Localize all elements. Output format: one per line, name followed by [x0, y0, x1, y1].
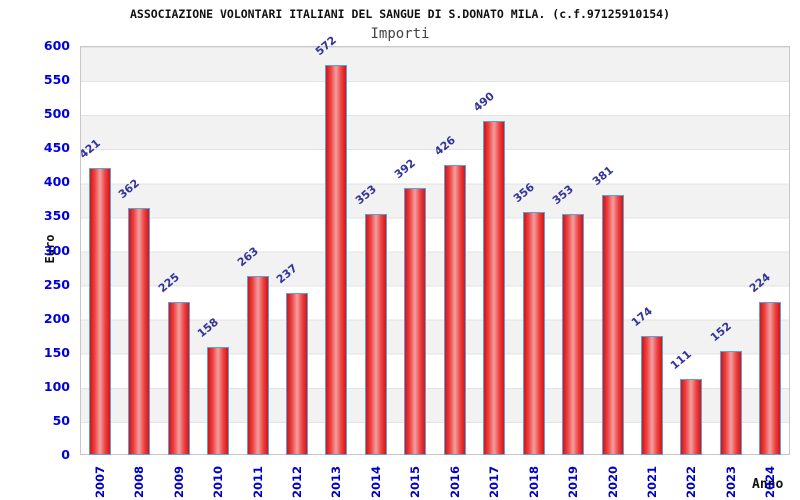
bar	[404, 188, 427, 455]
y-tick-label: 250	[43, 276, 70, 292]
bar	[167, 302, 190, 455]
chart-subtitle: Importi	[370, 26, 430, 42]
x-category-label: 2009	[171, 466, 186, 499]
y-tick-label: 100	[43, 378, 70, 394]
bar	[325, 65, 348, 455]
y-tick-label: 0	[61, 447, 70, 462]
bar	[522, 212, 545, 455]
x-category-label: 2024	[763, 466, 778, 499]
bar	[759, 302, 782, 455]
x-category-label: 2007	[92, 466, 107, 499]
y-tick-label: 350	[43, 208, 70, 224]
x-category-label: 2023	[723, 466, 738, 499]
plot-area	[80, 46, 790, 455]
y-tick-label: 500	[43, 106, 70, 122]
bar	[719, 351, 742, 455]
bar	[364, 214, 387, 455]
bar	[483, 121, 506, 455]
y-tick-label: 400	[43, 174, 70, 190]
x-category-label: 2019	[566, 466, 581, 499]
bar	[601, 195, 624, 455]
chart-title: ASSOCIAZIONE VOLONTARI ITALIANI DEL SANG…	[129, 7, 671, 21]
y-tick-label: 450	[43, 140, 70, 156]
x-category-label: 2010	[211, 466, 226, 499]
x-category-label: 2011	[250, 466, 265, 499]
x-category-label: 2021	[644, 466, 659, 499]
x-category-label: 2020	[605, 466, 620, 499]
bar	[246, 276, 269, 455]
bar	[443, 165, 466, 455]
y-tick-label: 600	[43, 38, 70, 53]
bar	[285, 293, 308, 455]
x-category-label: 2022	[684, 466, 699, 499]
y-tick-label: 300	[43, 242, 70, 258]
x-category-label: 2013	[329, 466, 344, 499]
x-category-label: 2014	[368, 466, 383, 499]
bar	[680, 379, 703, 455]
x-category-label: 2015	[408, 466, 423, 499]
bar	[207, 347, 230, 455]
bar	[640, 336, 663, 455]
x-category-label: 2016	[447, 466, 462, 499]
x-axis-title: Anno	[752, 477, 784, 492]
bar	[88, 168, 111, 455]
y-tick-label: 50	[52, 412, 70, 428]
x-category-label: 2017	[487, 466, 502, 499]
y-tick-label: 150	[43, 344, 70, 360]
bar	[128, 208, 151, 455]
x-category-label: 2018	[526, 466, 541, 499]
y-tick-label: 200	[43, 310, 70, 326]
x-category-label: 2012	[289, 466, 304, 499]
x-category-label: 2008	[132, 466, 147, 499]
y-tick-label: 550	[43, 72, 70, 88]
bar	[562, 214, 585, 455]
